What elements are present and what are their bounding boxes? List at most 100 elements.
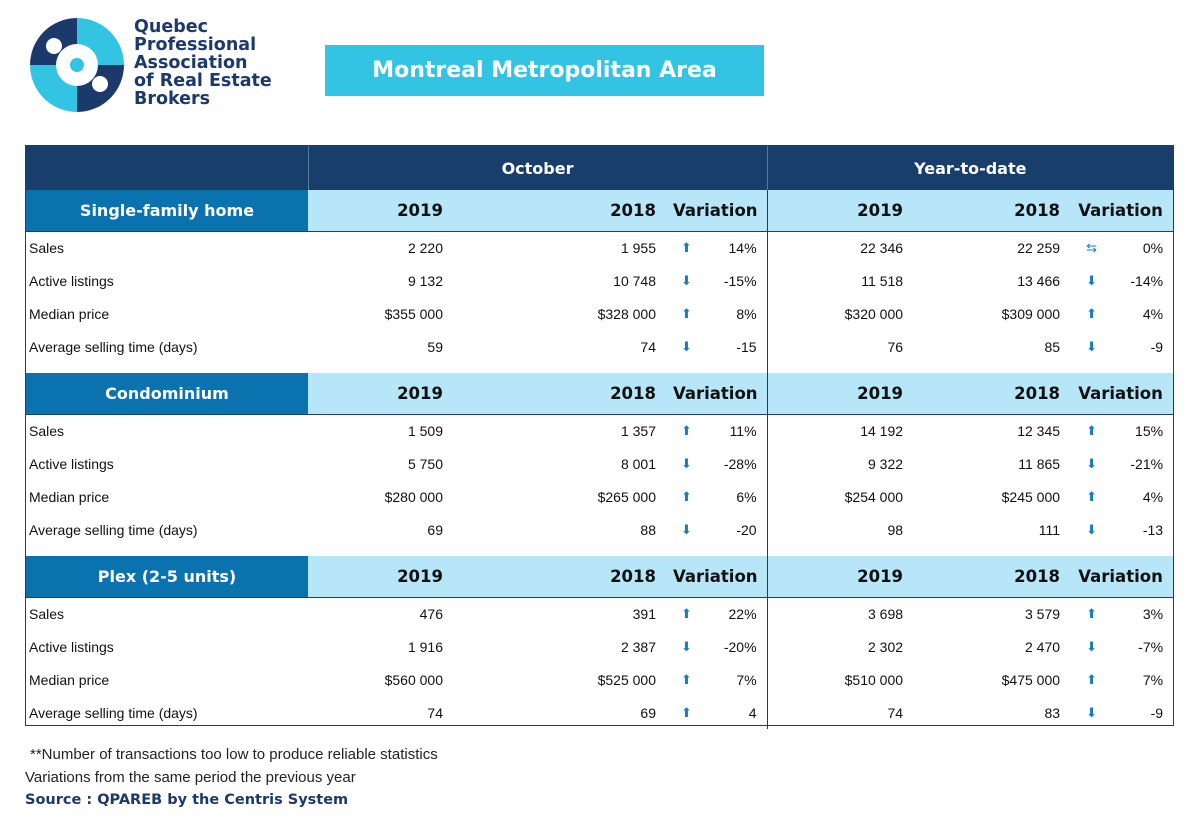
- cell-ytd-2019: 22 346: [766, 230, 912, 264]
- table-row: Sales 476 391 ⬆ 22% 3 698 3 579 ⬆ 3%: [26, 596, 1174, 630]
- table-row: Active listings 1 916 2 387 ⬇ -20% 2 302 2 470…: [26, 630, 1173, 663]
- arrow-down-icon: ⬇: [681, 272, 692, 288]
- gap-cell: [308, 546, 451, 556]
- col-header-2019: 2019: [308, 556, 451, 597]
- cell-ytd-2018: 3 579: [911, 596, 1069, 630]
- cell-ytd-variation: 7%: [1142, 671, 1164, 688]
- row-label: Average selling time (days): [29, 704, 198, 721]
- arrow-up-icon: ⬆: [1068, 596, 1116, 630]
- stats-table-container: October Year-to-date Single-family home 2…: [25, 145, 1174, 729]
- table-row: Sales 2 220 1 955 ⬆ 14% 22 346 22 259 ⇆ 0%: [26, 230, 1174, 264]
- cell-oct-2018: 8 001: [620, 455, 656, 472]
- arrow-down-icon: ⬇: [681, 455, 692, 471]
- cell-oct-2019: 476: [308, 596, 451, 630]
- arrow-down-icon: ⬇: [681, 638, 692, 654]
- cell-oct-2018: $525 000: [597, 671, 656, 688]
- table-row: Active listings 9 132 10 748 ⬇ -15% 11 518 13 …: [26, 264, 1173, 297]
- cell-ytd-2018: 13 466: [1017, 272, 1061, 289]
- section-header-row: Condominium 2019 2018 Variation 2019 2018 Vari…: [26, 373, 1174, 414]
- gap-cell: [1068, 546, 1115, 556]
- arrow-down-icon: ⬇: [681, 521, 692, 537]
- row-label: Median price: [29, 488, 110, 505]
- logo-text: Quebec Professional Association of Real …: [134, 18, 272, 108]
- row-label: Active listings: [29, 455, 114, 472]
- cell-ytd-variation: -9: [1150, 704, 1164, 721]
- row-label: Active listings: [29, 272, 114, 289]
- cell-ytd-variation: -21%: [1130, 455, 1164, 472]
- cell-ytd-2018: $245 000: [1001, 488, 1061, 505]
- col-header-2018: 2018: [911, 190, 1069, 231]
- row-label: Median price: [29, 671, 110, 688]
- cell-ytd-variation: -14%: [1130, 272, 1164, 289]
- row-label: Sales: [26, 413, 308, 447]
- cell-ytd-variation: 4%: [1142, 488, 1164, 505]
- cell-oct-2019: $560 000: [384, 671, 443, 688]
- gap-cell: [26, 363, 308, 373]
- cell-oct-variation: 6%: [736, 488, 757, 505]
- gap-cell: [451, 546, 664, 556]
- arrow-up-icon: ⬆: [1086, 671, 1097, 687]
- col-header-2018: 2018: [451, 373, 664, 414]
- period-header-october: October: [307, 146, 768, 190]
- row-label: Average selling time (days): [29, 338, 198, 355]
- gap-cell: [709, 363, 767, 373]
- cell-oct-variation: 14%: [709, 230, 768, 264]
- cell-ytd-variation: 4%: [1142, 305, 1164, 322]
- gap-cell: [709, 546, 767, 556]
- cell-ytd-2018: 11 865: [1018, 455, 1061, 472]
- table-row: Active listings 5 750 8 001 ⬇ -28% 9 322 11 86…: [26, 447, 1173, 480]
- col-header-variation: Variation: [664, 373, 768, 414]
- cell-ytd-2018: $475 000: [1001, 671, 1061, 688]
- arrow-up-icon: ⬆: [681, 671, 692, 687]
- col-header-2019: 2019: [766, 373, 912, 414]
- arrow-down-icon: ⬇: [1086, 638, 1097, 654]
- gap-cell: [911, 546, 1068, 556]
- cell-ytd-2019: 76: [766, 330, 912, 363]
- cell-ytd-2018: $309 000: [1001, 305, 1061, 322]
- col-header-2019: 2019: [766, 190, 912, 231]
- cell-ytd-2019: 74: [766, 696, 912, 729]
- cell-ytd-variation: -7%: [1138, 638, 1164, 655]
- cell-oct-variation: -20: [736, 521, 757, 538]
- arrow-down-icon: ⬇: [1086, 338, 1097, 354]
- cell-oct-variation: -20%: [723, 638, 757, 655]
- cell-ytd-2018: 111: [1038, 521, 1061, 538]
- cell-oct-2018: 69: [640, 704, 656, 721]
- arrow-up-icon: ⬆: [1068, 413, 1116, 447]
- arrow-up-icon: ⬆: [681, 488, 692, 504]
- cell-oct-2019: 69: [427, 521, 443, 538]
- cell-oct-2019: 9 132: [407, 272, 443, 289]
- table-row: Sales 1 509 1 357 ⬆ 11% 14 192 12 345 ⬆ 15%: [26, 413, 1174, 447]
- gap-cell: [26, 546, 308, 556]
- table-row: Median price $355 000 $328 000 ⬆ 8% $320 000 $…: [26, 297, 1173, 330]
- cell-oct-2019: 1 509: [308, 413, 451, 447]
- cell-oct-2018: 2 387: [620, 638, 656, 655]
- cell-ytd-2019: $510 000: [766, 663, 912, 696]
- arrow-down-icon: ⬇: [1086, 455, 1097, 471]
- logo-line: Professional: [134, 35, 257, 55]
- table-row: Average selling time (days) 69 88 ⬇ -20 98 111…: [26, 513, 1173, 546]
- cell-oct-2018: 74: [640, 338, 656, 355]
- gap-cell: [1115, 546, 1173, 556]
- period-header-ytd: Year-to-date: [766, 146, 1174, 190]
- cell-oct-variation: 4: [748, 704, 757, 721]
- table-row: Median price $560 000 $525 000 ⬆ 7% $510 000 $…: [26, 663, 1173, 696]
- cell-ytd-2019: 98: [766, 513, 912, 546]
- corner-cell: [26, 146, 308, 190]
- cell-ytd-variation: 0%: [1115, 230, 1174, 264]
- cell-oct-variation: 7%: [736, 671, 757, 688]
- logo-line: of Real Estate: [134, 71, 272, 91]
- cell-oct-2019: 5 750: [407, 455, 443, 472]
- cell-oct-2018: 10 748: [613, 272, 656, 289]
- cell-ytd-2018: 85: [1044, 338, 1061, 355]
- footnotes: **Number of transactions too low to prod…: [25, 743, 438, 812]
- col-header-2018: 2018: [451, 190, 664, 231]
- col-header-2018: 2018: [451, 556, 664, 597]
- row-label: Active listings: [29, 638, 114, 655]
- cell-ytd-2019: 2 302: [766, 630, 912, 663]
- cell-ytd-2019: 9 322: [766, 447, 912, 480]
- section-label: Condominium: [26, 373, 308, 414]
- cell-ytd-variation: 3%: [1115, 596, 1174, 630]
- col-header-2018: 2018: [911, 373, 1069, 414]
- cell-ytd-2019: 14 192: [766, 413, 912, 447]
